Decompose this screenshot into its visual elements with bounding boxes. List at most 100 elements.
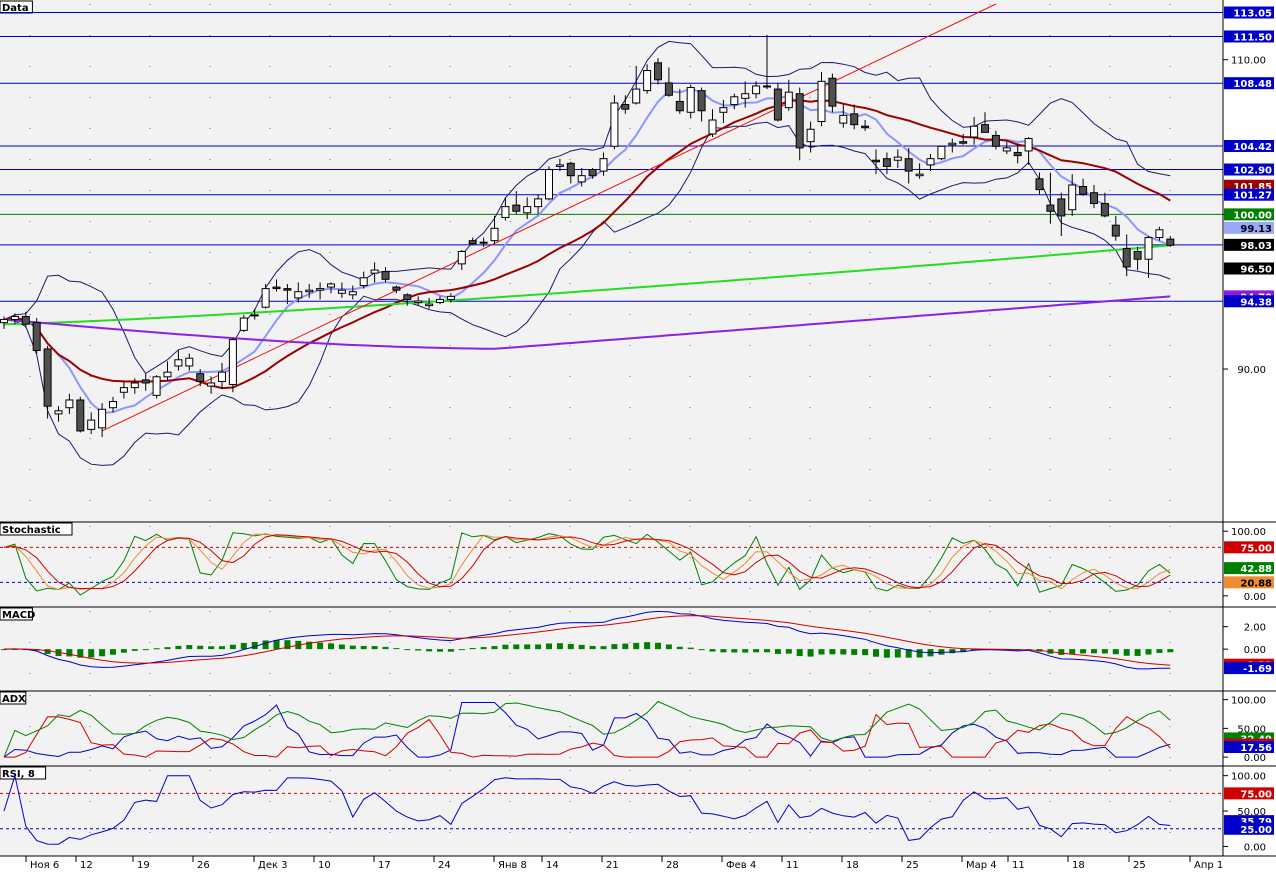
x-tick-label: 12 — [80, 860, 93, 871]
macd-histogram-bar — [208, 646, 215, 650]
candle — [850, 113, 859, 126]
x-tick-label: 17 — [378, 860, 391, 871]
candle — [806, 128, 815, 143]
macd-histogram-bar — [131, 649, 138, 651]
x-tick-label: 18 — [1072, 860, 1085, 871]
candle — [523, 206, 532, 214]
candle — [163, 371, 172, 378]
price-label: 100.00 — [1233, 210, 1272, 221]
macd-histogram-bar — [829, 649, 836, 655]
candle — [381, 271, 390, 280]
macd-histogram-bar — [262, 640, 269, 650]
price-label-box — [1224, 262, 1274, 275]
candle — [708, 119, 717, 135]
macd-histogram-bar — [338, 644, 345, 650]
candle — [152, 376, 161, 396]
candle — [174, 359, 183, 367]
candle — [348, 291, 357, 296]
candle — [752, 85, 761, 95]
macd-histogram-bar — [284, 640, 291, 650]
macd-histogram-bar — [894, 649, 901, 658]
price-label-box — [1224, 163, 1274, 176]
candle — [250, 314, 259, 317]
candle — [403, 294, 412, 300]
candle — [948, 142, 957, 146]
macd-histogram-bar — [120, 649, 127, 653]
candle — [1090, 192, 1098, 205]
adx-minus-di — [4, 713, 1171, 758]
macd-histogram-bar — [1069, 649, 1076, 654]
candle — [643, 70, 652, 92]
candle — [327, 283, 335, 288]
candle — [621, 104, 630, 110]
candle — [686, 87, 695, 113]
macd-histogram-bar — [731, 649, 738, 653]
candle — [425, 303, 434, 307]
macd-histogram-bar — [219, 646, 225, 650]
macd-histogram-bar — [349, 645, 356, 650]
macd-histogram-bar — [513, 644, 520, 650]
candle — [207, 382, 216, 387]
macd-histogram-bar — [404, 649, 411, 651]
candle — [98, 408, 107, 429]
macd-histogram-bar — [273, 639, 280, 650]
macd-histogram-bar — [546, 643, 552, 650]
price-label: 101.27 — [1233, 191, 1272, 202]
price-label: 108.48 — [1233, 79, 1272, 90]
candle — [414, 300, 423, 304]
price-label: 17.56 — [1240, 743, 1272, 754]
candle — [599, 158, 608, 172]
y-tick-label: 2.00 — [1244, 623, 1266, 634]
macd-histogram-bar — [164, 647, 171, 650]
candle — [763, 85, 771, 88]
candle — [730, 96, 739, 106]
macd-histogram-bar — [698, 649, 705, 651]
macd-histogram-bar — [393, 648, 400, 650]
price-label: 113.05 — [1233, 9, 1272, 20]
macd-histogram-bar — [960, 649, 967, 653]
price-plot — [0, 3, 1223, 466]
macd-histogram-bar — [818, 649, 825, 655]
macd-histogram-bar — [306, 641, 313, 650]
macd-histogram-bar — [328, 643, 334, 650]
y-tick-label: 100.00 — [1231, 772, 1266, 783]
candle — [446, 295, 455, 300]
candle — [970, 125, 979, 138]
panel-rsi-8: 100.00 50.00 0.00 RSI, 8 — [0, 766, 1276, 857]
macd-histogram-bar — [77, 649, 84, 658]
price-label: 98.03 — [1240, 241, 1272, 252]
macd-histogram-bar — [774, 649, 781, 654]
macd-histogram-bar — [360, 645, 367, 650]
candle — [795, 93, 804, 149]
candle — [261, 288, 270, 308]
macd-histogram-bar — [535, 644, 542, 650]
macd-histogram-bar — [524, 644, 531, 650]
candle — [239, 317, 248, 331]
candle — [675, 100, 684, 112]
rsi-line — [3, 773, 1171, 845]
x-tick-label: 10 — [318, 860, 331, 871]
y-tick-label: 0.00 — [1244, 592, 1266, 603]
macd-histogram-bar — [1058, 649, 1065, 655]
y-tick-label: 0.00 — [1244, 645, 1266, 656]
macd-histogram-bar — [458, 649, 465, 651]
macd-histogram-bar — [426, 649, 433, 652]
candle — [773, 88, 782, 121]
candle — [1079, 186, 1088, 195]
stochastic-d — [3, 533, 1171, 591]
macd-histogram-bar — [88, 649, 95, 658]
adx-plus-di — [3, 702, 1171, 758]
stochastic-k — [3, 532, 1171, 596]
candle — [1057, 198, 1066, 217]
macd-histogram-bar — [437, 649, 443, 652]
candle — [1013, 151, 1022, 157]
candle — [937, 145, 946, 160]
candle — [359, 277, 368, 287]
price-label-box — [1224, 741, 1274, 754]
macd-histogram-bar — [949, 649, 956, 654]
macd-histogram-bar — [66, 649, 73, 657]
macd-histogram-bar — [1156, 649, 1163, 653]
candle — [21, 315, 30, 325]
candle — [457, 250, 466, 265]
